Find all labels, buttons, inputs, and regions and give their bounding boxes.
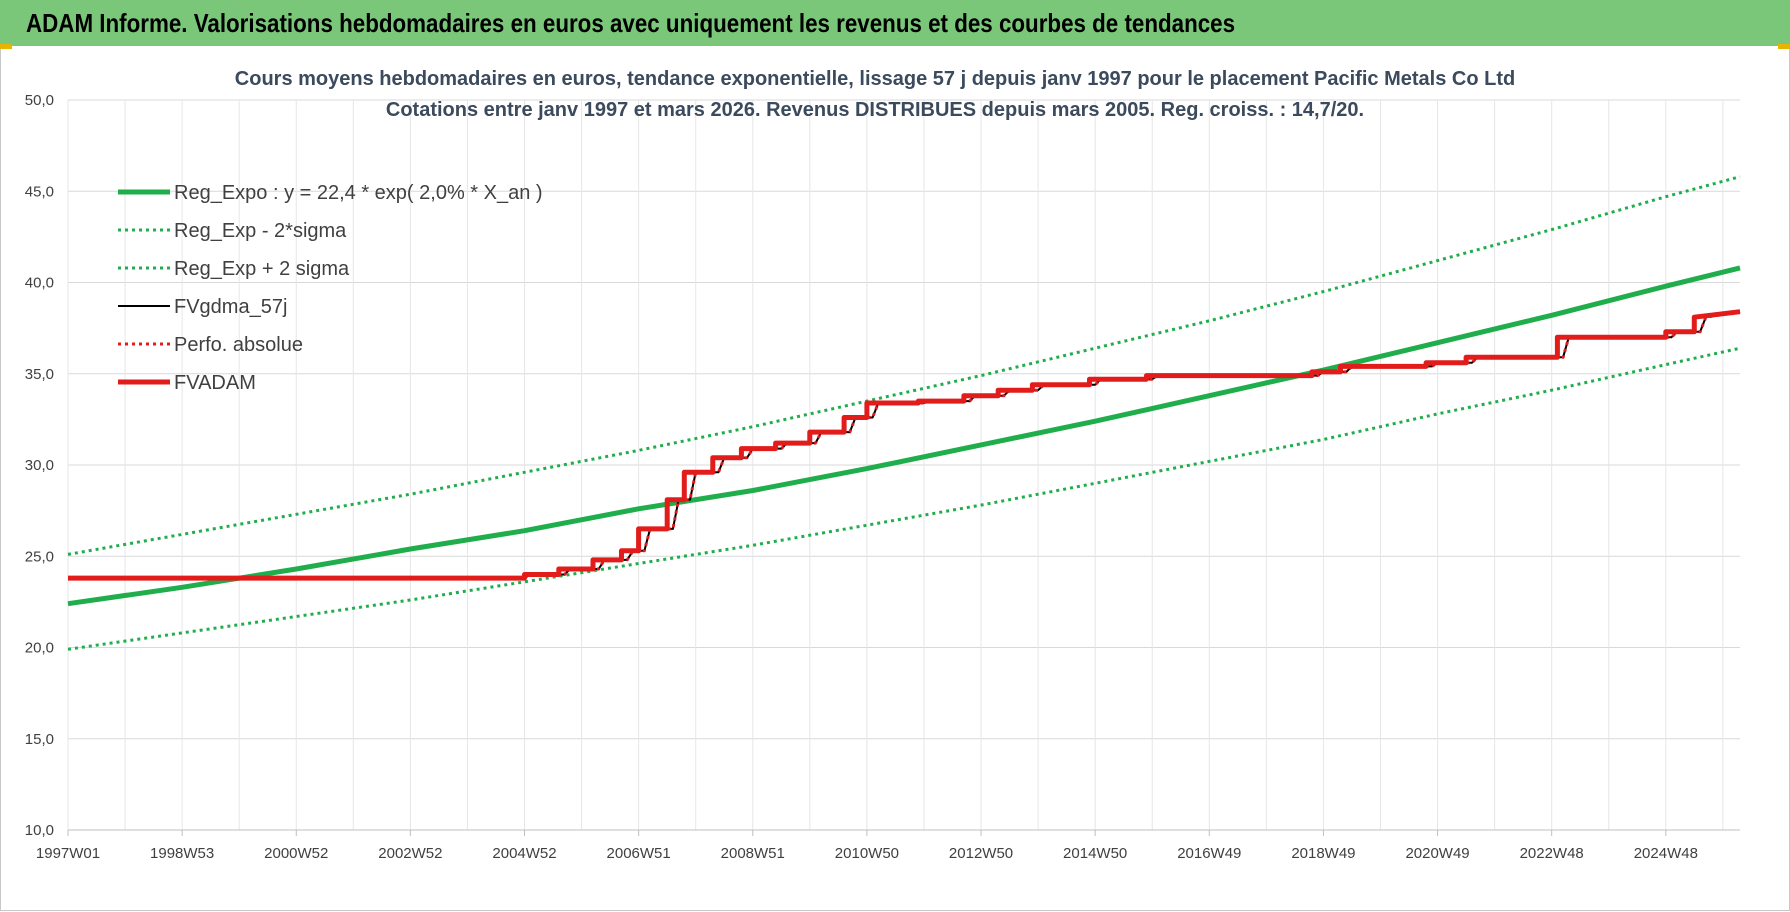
chart-subtitle: Cotations entre janv 1997 et mars 2026. … xyxy=(386,99,1364,121)
y-tick-label: 40,0 xyxy=(25,275,54,292)
x-tick-label: 2020W49 xyxy=(1405,845,1469,862)
corner-marker-right xyxy=(1778,44,1790,49)
series-line-2 xyxy=(67,175,1741,556)
y-axis: 10,0 15,0 20,0 25,0 30,0 35,0 40,0 45,0 50,0 xyxy=(25,92,54,839)
x-tick-label: 2018W49 xyxy=(1291,845,1355,862)
legend-label: Perfo. absolue xyxy=(174,334,303,356)
x-tick-label: 2012W50 xyxy=(949,845,1013,862)
x-tick-label: 1998W53 xyxy=(150,845,214,862)
series-line-5 xyxy=(68,309,1741,581)
series-line-3 xyxy=(68,310,1741,580)
x-tick-label: 2000W52 xyxy=(264,845,328,862)
y-tick-label: 50,0 xyxy=(25,92,54,109)
series-layer xyxy=(67,175,1741,651)
legend-label: FVADAM xyxy=(174,372,256,394)
x-tick-label: 2010W50 xyxy=(835,845,899,862)
grid-lines xyxy=(67,99,1740,831)
x-tick-label: 2014W50 xyxy=(1063,845,1127,862)
banner-title: ADAM Informe. Valorisations hebdomadaire… xyxy=(26,8,1236,38)
x-axis: 1997W01 1998W53 2000W52 2002W52 2004W52 2006W… xyxy=(36,829,1740,862)
x-tick-label: 2016W49 xyxy=(1177,845,1241,862)
chart-title: Cours moyens hebdomadaires en euros, ten… xyxy=(235,68,1515,90)
series-line-4 xyxy=(68,310,1741,580)
y-tick-label: 35,0 xyxy=(25,366,54,383)
x-tick-label: 2006W51 xyxy=(607,845,671,862)
x-tick-label: 2002W52 xyxy=(378,845,442,862)
legend-label: FVgdma_57j xyxy=(174,296,287,318)
x-tick-label: 2004W52 xyxy=(492,845,556,862)
x-tick-label: 1997W01 xyxy=(36,845,100,862)
legend: Reg_Expo : y = 22,4 * exp( 2,0% * X_an )… xyxy=(118,182,543,394)
x-tick-label: 2022W48 xyxy=(1520,845,1584,862)
legend-label: Reg_Exp + 2 sigma xyxy=(174,258,350,280)
corner-marker-left xyxy=(0,44,12,49)
x-tick-label: 2008W51 xyxy=(721,845,785,862)
y-tick-label: 15,0 xyxy=(25,731,54,748)
y-tick-label: 10,0 xyxy=(25,822,54,839)
series-line-1 xyxy=(67,346,1741,651)
y-tick-label: 30,0 xyxy=(25,457,54,474)
title-banner: ADAM Informe. Valorisations hebdomadaire… xyxy=(0,0,1790,46)
series-line-0 xyxy=(67,265,1741,607)
legend-label: Reg_Expo : y = 22,4 * exp( 2,0% * X_an ) xyxy=(174,182,543,204)
x-tick-label: 2024W48 xyxy=(1634,845,1698,862)
y-tick-label: 45,0 xyxy=(25,183,54,200)
y-tick-label: 25,0 xyxy=(25,548,54,565)
legend-label: Reg_Exp - 2*sigma xyxy=(174,220,347,242)
y-tick-label: 20,0 xyxy=(25,640,54,657)
